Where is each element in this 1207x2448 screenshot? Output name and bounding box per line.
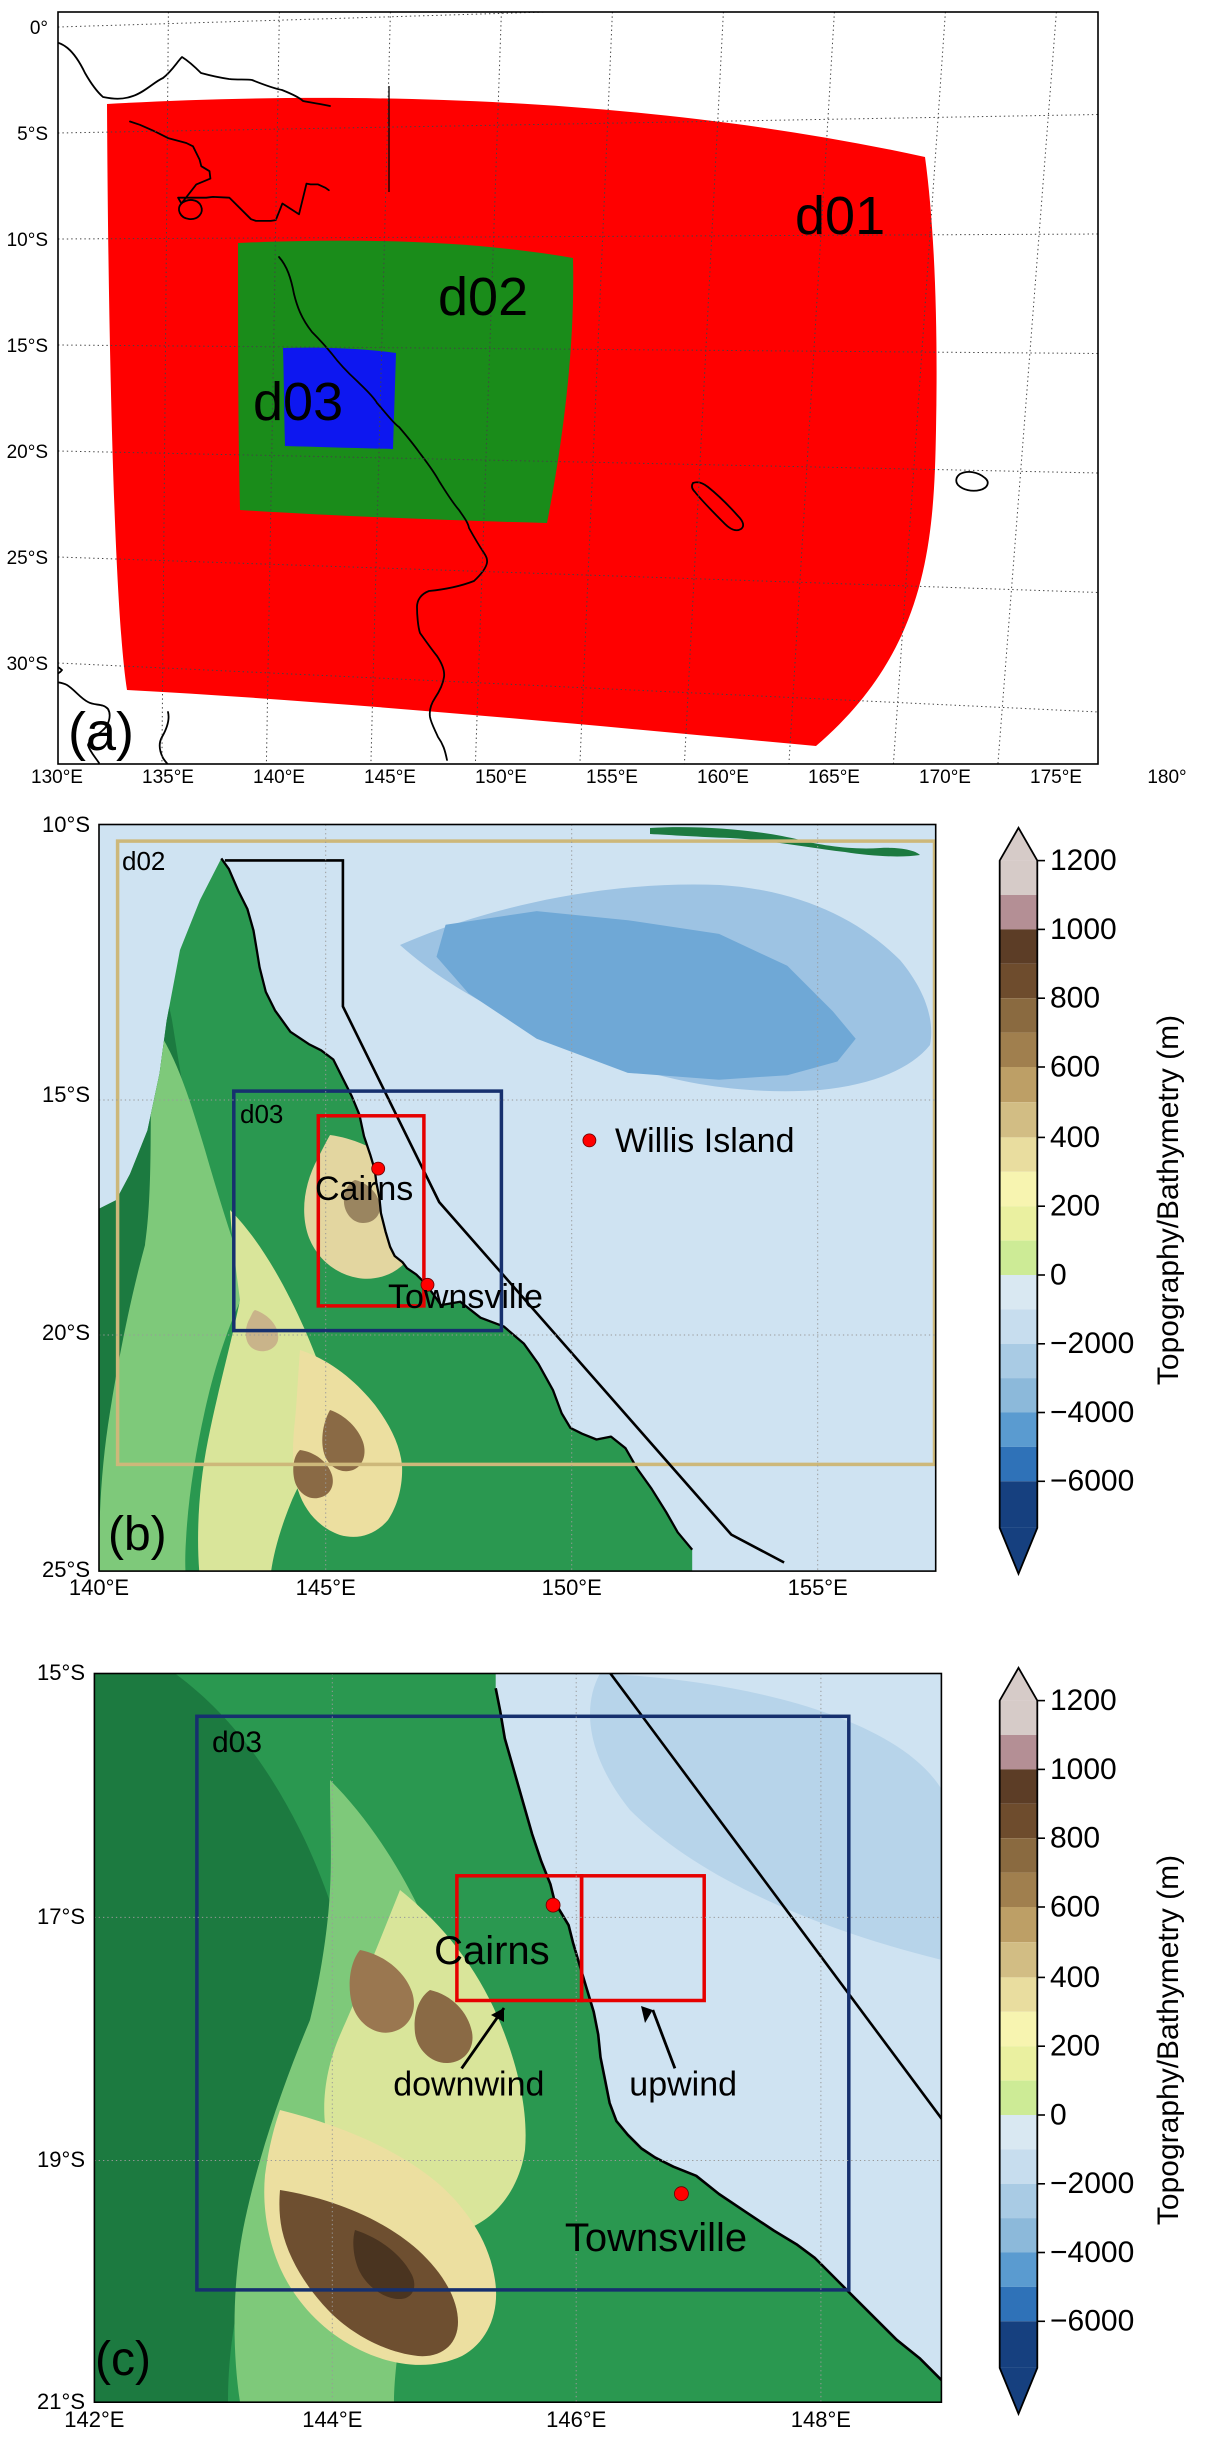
svg-text:130°E: 130°E (31, 767, 83, 788)
svg-text:(a): (a) (68, 702, 134, 762)
svg-text:−2000: −2000 (1050, 1327, 1134, 1360)
svg-text:17°S: 17°S (37, 1904, 85, 1929)
svg-text:20°S: 20°S (42, 1320, 90, 1345)
svg-text:upwind: upwind (629, 2065, 737, 2103)
svg-text:(b): (b) (108, 1508, 167, 1561)
svg-text:−6000: −6000 (1050, 2305, 1134, 2338)
svg-text:600: 600 (1050, 1890, 1100, 1923)
svg-text:15°S: 15°S (42, 1082, 90, 1107)
svg-text:Cairns: Cairns (315, 1170, 413, 1208)
svg-text:1000: 1000 (1050, 913, 1117, 946)
svg-text:150°E: 150°E (475, 767, 527, 788)
svg-text:25°S: 25°S (42, 1557, 90, 1582)
svg-text:Townsville: Townsville (565, 2216, 747, 2260)
svg-text:1200: 1200 (1050, 1684, 1117, 1717)
svg-text:Topography/Bathymetry (m): Topography/Bathymetry (m) (1152, 1015, 1185, 1385)
svg-text:5°S: 5°S (17, 124, 48, 145)
svg-text:146°E: 146°E (546, 2407, 606, 2432)
svg-text:−2000: −2000 (1050, 2167, 1134, 2200)
svg-text:180°: 180° (1147, 767, 1186, 788)
svg-text:Willis Island: Willis Island (615, 1122, 794, 1160)
svg-text:170°E: 170°E (919, 767, 971, 788)
svg-text:d02: d02 (122, 846, 165, 876)
svg-text:30°S: 30°S (7, 654, 48, 675)
svg-text:(c): (c) (95, 2333, 151, 2386)
svg-text:145°E: 145°E (296, 1575, 356, 1600)
svg-text:−6000: −6000 (1050, 1465, 1134, 1498)
svg-text:d01: d01 (795, 186, 885, 246)
svg-text:140°E: 140°E (253, 767, 305, 788)
svg-text:downwind: downwind (393, 2065, 544, 2103)
svg-text:145°E: 145°E (364, 767, 416, 788)
svg-text:0: 0 (1050, 2098, 1067, 2131)
svg-text:175°E: 175°E (1030, 767, 1082, 788)
svg-text:15°S: 15°S (7, 336, 48, 357)
svg-text:600: 600 (1050, 1050, 1100, 1083)
svg-text:0: 0 (1050, 1258, 1067, 1291)
svg-text:144°E: 144°E (302, 2407, 362, 2432)
svg-text:135°E: 135°E (142, 767, 194, 788)
svg-text:200: 200 (1050, 2030, 1100, 2063)
svg-text:Townsville: Townsville (388, 1278, 543, 1316)
svg-text:d03: d03 (212, 1726, 262, 1759)
svg-text:400: 400 (1050, 1961, 1100, 1994)
svg-text:10°S: 10°S (42, 812, 90, 837)
svg-text:25°S: 25°S (7, 548, 48, 569)
svg-text:−4000: −4000 (1050, 2236, 1134, 2269)
svg-text:155°E: 155°E (586, 767, 638, 788)
svg-text:19°S: 19°S (37, 2147, 85, 2172)
svg-text:1000: 1000 (1050, 1753, 1117, 1786)
svg-text:21°S: 21°S (37, 2389, 85, 2414)
svg-text:0°: 0° (30, 18, 48, 39)
svg-text:160°E: 160°E (697, 767, 749, 788)
svg-text:d03: d03 (253, 372, 343, 432)
svg-text:Topography/Bathymetry (m): Topography/Bathymetry (m) (1152, 1855, 1185, 2225)
svg-text:−4000: −4000 (1050, 1396, 1134, 1429)
svg-text:150°E: 150°E (542, 1575, 602, 1600)
svg-text:Cairns: Cairns (434, 1929, 550, 1973)
svg-text:15°S: 15°S (37, 1660, 85, 1685)
svg-text:200: 200 (1050, 1190, 1100, 1223)
svg-text:155°E: 155°E (788, 1575, 848, 1600)
svg-text:1200: 1200 (1050, 844, 1117, 877)
svg-text:800: 800 (1050, 982, 1100, 1015)
svg-text:20°S: 20°S (7, 442, 48, 463)
svg-text:165°E: 165°E (808, 767, 860, 788)
svg-text:400: 400 (1050, 1121, 1100, 1154)
svg-text:148°E: 148°E (791, 2407, 851, 2432)
svg-text:800: 800 (1050, 1822, 1100, 1855)
svg-text:d02: d02 (438, 267, 528, 327)
svg-text:d03: d03 (240, 1099, 283, 1129)
svg-text:10°S: 10°S (7, 230, 48, 251)
